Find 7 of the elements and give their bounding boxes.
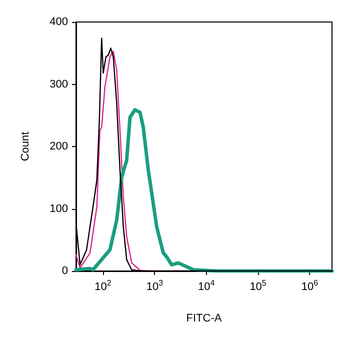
y-axis-title: Count xyxy=(20,132,32,162)
y-tick-label: 100 xyxy=(50,202,68,215)
y-tick-label: 200 xyxy=(50,140,68,152)
y-tick-label: 300 xyxy=(50,78,68,90)
x-axis-title: FITC-A xyxy=(186,312,222,324)
y-tick-label: 0 xyxy=(62,265,68,277)
y-tick-label: 400 xyxy=(50,16,68,28)
